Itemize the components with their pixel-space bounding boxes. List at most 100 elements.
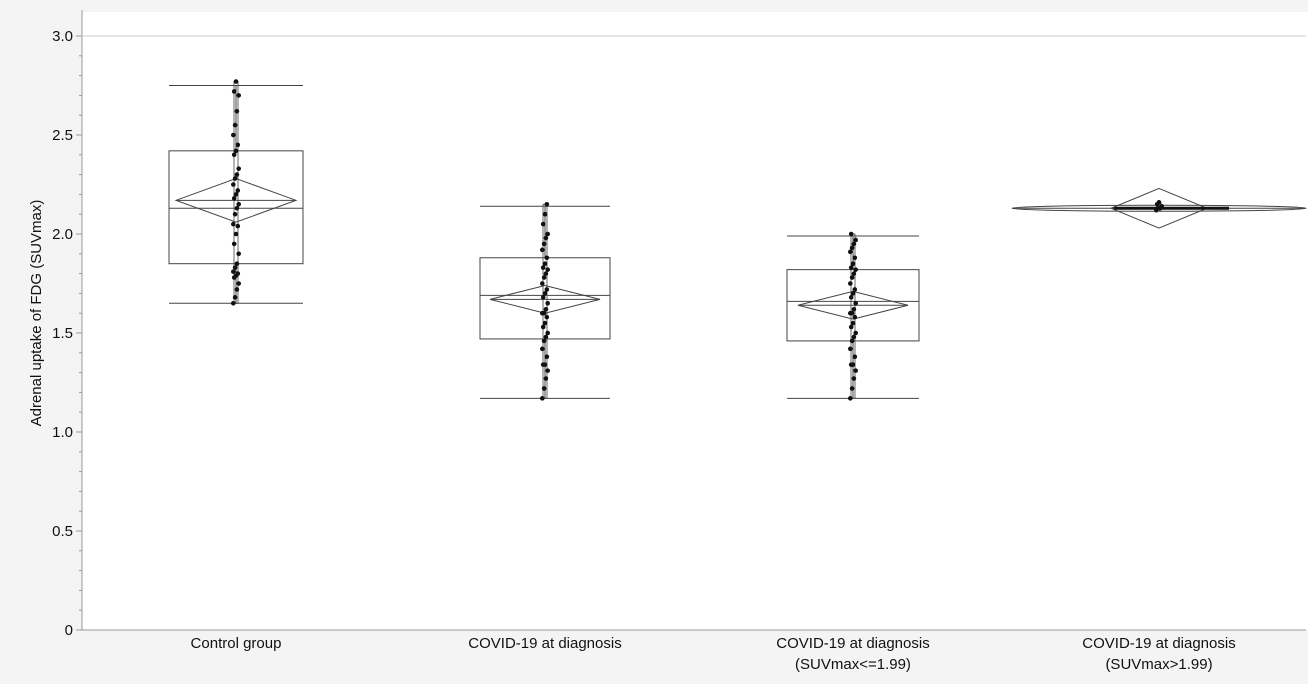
plot-area bbox=[82, 12, 1308, 630]
data-point bbox=[542, 261, 548, 267]
y-tick-label: 2.5 bbox=[52, 127, 73, 144]
data-point bbox=[540, 247, 545, 253]
data-point bbox=[848, 396, 853, 401]
data-point bbox=[545, 267, 550, 272]
data-point bbox=[851, 241, 857, 247]
data-point bbox=[236, 251, 241, 257]
data-point bbox=[853, 368, 858, 373]
data-point bbox=[234, 205, 240, 211]
box-group bbox=[786, 233, 920, 399]
data-point bbox=[236, 202, 241, 207]
data-point bbox=[540, 346, 545, 352]
data-point bbox=[541, 338, 547, 344]
data-point bbox=[543, 334, 549, 340]
data-point bbox=[234, 172, 240, 177]
data-point bbox=[852, 314, 858, 320]
data-point bbox=[853, 330, 858, 336]
data-point bbox=[540, 295, 546, 300]
data-point bbox=[236, 93, 241, 98]
data-point bbox=[1156, 200, 1162, 205]
data-point bbox=[851, 306, 857, 312]
data-point bbox=[233, 79, 239, 84]
data-point bbox=[850, 291, 856, 296]
data-point bbox=[849, 386, 855, 391]
data-point bbox=[544, 255, 550, 261]
data-point bbox=[852, 354, 858, 360]
data-point bbox=[231, 152, 237, 158]
data-point bbox=[543, 306, 549, 312]
data-point bbox=[852, 255, 858, 261]
data-point bbox=[540, 265, 546, 270]
mean-diamond bbox=[174, 178, 298, 223]
data-point bbox=[236, 166, 241, 171]
data-point bbox=[545, 330, 550, 336]
data-point bbox=[848, 249, 853, 255]
x-category-label: Control group bbox=[191, 635, 282, 652]
data-point bbox=[231, 182, 236, 187]
y-tick-label: 1.5 bbox=[52, 325, 73, 342]
data-point bbox=[231, 196, 237, 201]
data-point bbox=[233, 192, 239, 197]
data-point bbox=[235, 271, 241, 276]
data-point bbox=[853, 237, 858, 243]
data-point bbox=[853, 301, 858, 306]
data-point bbox=[234, 108, 240, 114]
data-point bbox=[541, 241, 547, 247]
data-point bbox=[231, 221, 236, 227]
data-point bbox=[544, 314, 550, 320]
data-point bbox=[851, 334, 857, 340]
data-point bbox=[541, 275, 547, 280]
y-tick-label: 3.0 bbox=[52, 28, 73, 45]
data-point bbox=[233, 148, 239, 154]
data-point bbox=[232, 122, 238, 128]
data-point bbox=[541, 386, 547, 391]
data-point bbox=[851, 271, 857, 276]
data-point bbox=[543, 235, 549, 241]
data-point bbox=[234, 261, 240, 267]
data-point bbox=[540, 396, 545, 401]
data-point bbox=[849, 245, 855, 251]
data-point bbox=[849, 310, 855, 316]
data-point bbox=[232, 211, 238, 217]
y-axis-title: Adrenal uptake of FDG (SUVmax) bbox=[28, 200, 45, 427]
data-point bbox=[848, 281, 853, 286]
data-point bbox=[848, 265, 854, 270]
data-point bbox=[542, 211, 548, 217]
data-point bbox=[542, 320, 548, 326]
data-point bbox=[849, 275, 855, 280]
data-point bbox=[852, 287, 858, 292]
data-point bbox=[231, 269, 236, 274]
data-point bbox=[851, 376, 857, 381]
x-category-label: (SUVmax>1.99) bbox=[1105, 656, 1212, 673]
data-point bbox=[849, 338, 855, 344]
data-point bbox=[545, 368, 550, 373]
data-point bbox=[850, 320, 856, 326]
data-point bbox=[543, 376, 549, 381]
data-point bbox=[235, 223, 241, 229]
data-point bbox=[545, 231, 550, 237]
data-point bbox=[232, 295, 238, 300]
data-point bbox=[540, 324, 546, 330]
data-point bbox=[231, 89, 237, 94]
data-point bbox=[544, 354, 550, 360]
data-point bbox=[235, 142, 241, 148]
x-category-label: (SUVmax<=1.99) bbox=[795, 656, 911, 673]
x-category-label: COVID-19 at diagnosis bbox=[1082, 635, 1235, 652]
y-tick-label: 1.0 bbox=[52, 424, 73, 441]
x-category-label: COVID-19 at diagnosis bbox=[776, 635, 929, 652]
y-tick-label: 0.5 bbox=[52, 523, 73, 540]
data-point bbox=[542, 362, 548, 367]
data-point bbox=[236, 281, 241, 286]
data-point bbox=[544, 287, 550, 292]
data-point bbox=[541, 310, 547, 316]
data-point bbox=[848, 295, 854, 300]
data-point bbox=[850, 362, 856, 367]
y-tick-label: 0 bbox=[65, 622, 73, 639]
data-point bbox=[545, 301, 550, 306]
data-point bbox=[231, 241, 237, 247]
data-point bbox=[232, 176, 238, 181]
data-point bbox=[848, 231, 854, 237]
data-point bbox=[231, 301, 236, 306]
